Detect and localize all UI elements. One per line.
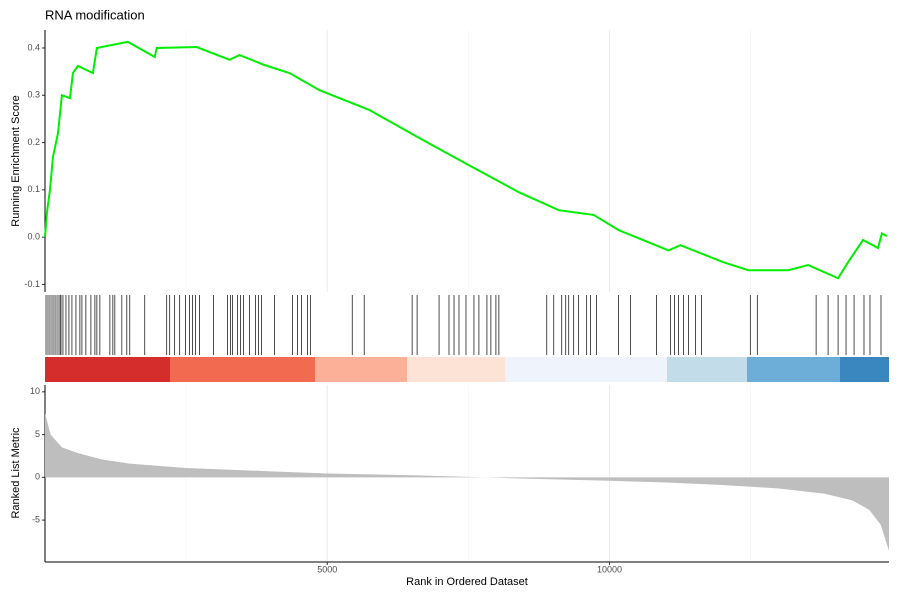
color-band xyxy=(45,357,889,382)
x-tick-label: 10000 xyxy=(597,564,622,574)
x-tick-label: 5000 xyxy=(317,564,337,574)
y-axis-label: Running Enrichment Score xyxy=(10,95,22,226)
y-axis-label: Ranked List Metric xyxy=(10,427,22,519)
y-tick-label: 10 xyxy=(30,386,40,396)
y-tick-label: 0.4 xyxy=(27,42,40,52)
y-tick-label: 0.0 xyxy=(27,232,40,242)
y-tick-label: 5 xyxy=(35,429,40,439)
y-tick-label: -0.1 xyxy=(24,279,40,289)
chart-title: RNA modification xyxy=(45,7,145,22)
y-tick-label: 0.2 xyxy=(27,137,40,147)
y-tick-label: 0.1 xyxy=(27,184,40,194)
y-tick-label: 0 xyxy=(35,472,40,482)
y-tick-label: -5 xyxy=(32,514,40,524)
metric-area xyxy=(45,413,889,551)
y-tick-label: 0.3 xyxy=(27,90,40,100)
enrichment-line xyxy=(44,40,888,280)
x-axis-label: Rank in Ordered Dataset xyxy=(406,576,528,588)
